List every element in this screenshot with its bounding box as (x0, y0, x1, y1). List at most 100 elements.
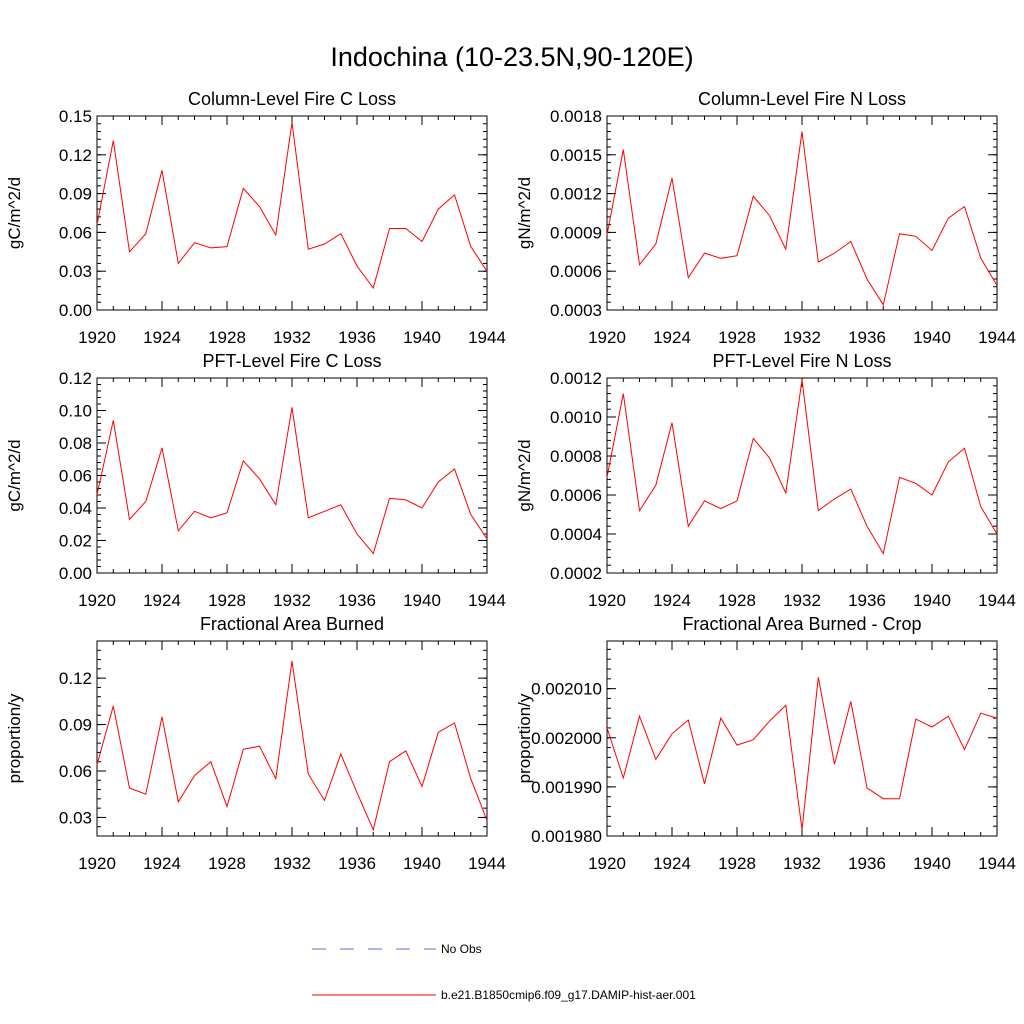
x-tick-label: 1940 (913, 591, 951, 610)
x-tick-label: 1940 (403, 854, 441, 873)
panel-title: PFT-Level Fire N Loss (712, 351, 891, 371)
y-tick-label: 0.00 (59, 564, 92, 583)
x-tick-label: 1940 (403, 591, 441, 610)
y-tick-label: 0.03 (59, 808, 92, 827)
figure-title: Indochina (10-23.5N,90-120E) (330, 42, 693, 72)
series-line (606, 379, 998, 555)
panel-title: Column-Level Fire N Loss (698, 89, 906, 109)
y-tick-label: 0.12 (59, 669, 92, 688)
y-axis-label: gC/m^2/d (5, 439, 24, 511)
x-tick-label: 1944 (468, 854, 506, 873)
y-tick-label: 0.09 (59, 716, 92, 735)
y-tick-label: 0.00 (59, 301, 92, 320)
panel-3: 1920 1924 1928 1932 1936 1940 1944 0.00 0.02 0.04… (5, 351, 506, 610)
x-tick-label: 1920 (588, 591, 626, 610)
x-tick-label: 1924 (653, 591, 691, 610)
x-tick-label: 1920 (78, 328, 116, 347)
y-axis-label: gN/m^2/d (515, 177, 534, 249)
y-axis-label: gC/m^2/d (5, 177, 24, 249)
x-tick-label: 1924 (653, 854, 691, 873)
y-tick-label: 0.04 (59, 499, 92, 518)
y-axis-label: proportion/y (5, 693, 24, 783)
x-tick-label: 1928 (208, 854, 246, 873)
x-tick-label: 1936 (338, 591, 376, 610)
y-tick-label: 0.08 (59, 434, 92, 453)
y-tick-label: 0.0015 (550, 146, 602, 165)
x-tick-label: 1928 (718, 591, 756, 610)
x-tick-label: 1924 (143, 591, 181, 610)
y-tick-label: 0.0010 (550, 408, 602, 427)
x-tick-label: 1940 (913, 328, 951, 347)
x-tick-label: 1932 (783, 591, 821, 610)
legend-label-model: b.e21.B1850cmip6.f09_g17.DAMIP-hist-aer.… (441, 988, 696, 1002)
x-tick-label: 1944 (978, 328, 1016, 347)
x-tick-label: 1928 (208, 591, 246, 610)
x-tick-label: 1944 (468, 328, 506, 347)
panel-4: 1920 1924 1928 1932 1936 1940 1944 0.0002 0.0004… (515, 351, 1016, 610)
y-tick-label: 0.02 (59, 532, 92, 551)
x-tick-label: 1928 (208, 328, 246, 347)
x-tick-label: 1940 (403, 328, 441, 347)
y-tick-label: 0.0004 (550, 525, 602, 544)
y-tick-label: 0.0003 (550, 301, 602, 320)
y-tick-label: 0.06 (59, 467, 92, 486)
y-tick-label: 0.001980 (531, 827, 602, 846)
y-tick-label: 0.12 (59, 146, 92, 165)
panel-title: Fractional Area Burned - Crop (682, 614, 921, 634)
plot-frame (96, 640, 488, 837)
series-line (96, 661, 488, 832)
panel-title: PFT-Level Fire C Loss (202, 351, 381, 371)
x-tick-label: 1936 (848, 854, 886, 873)
x-tick-label: 1936 (338, 854, 376, 873)
y-tick-label: 0.15 (59, 107, 92, 126)
y-tick-label: 0.0008 (550, 447, 602, 466)
y-tick-label: 0.002000 (531, 729, 602, 748)
y-tick-label: 0.06 (59, 223, 92, 242)
panel-5: 1920 1924 1928 1932 1936 1940 1944 0.03 0.06 0.09… (5, 614, 506, 873)
panel-6: 1920 1924 1928 1932 1936 1940 1944 0.001980 0.00… (515, 614, 1016, 873)
x-tick-label: 1940 (913, 854, 951, 873)
y-tick-label: 0.002010 (531, 680, 602, 699)
plot-frame (606, 115, 998, 311)
panels: 1920 1924 1928 1932 1936 1940 1944 0.00 0.03 0.06… (5, 89, 1016, 873)
plot-frame (606, 377, 998, 574)
y-tick-label: 0.0012 (550, 185, 602, 204)
y-tick-label: 0.0002 (550, 564, 602, 583)
y-tick-label: 0.0006 (550, 486, 602, 505)
panel-2: 1920 1924 1928 1932 1936 1940 1944 0.0003 0.0006… (515, 89, 1016, 347)
x-tick-label: 1944 (978, 591, 1016, 610)
x-tick-label: 1936 (848, 328, 886, 347)
x-tick-label: 1944 (978, 854, 1016, 873)
legend-label-no-obs: No Obs (441, 942, 482, 956)
x-tick-label: 1920 (588, 328, 626, 347)
series-line (606, 131, 998, 307)
x-tick-label: 1932 (783, 854, 821, 873)
y-tick-label: 0.12 (59, 369, 92, 388)
x-tick-label: 1932 (783, 328, 821, 347)
series-line (96, 407, 488, 555)
x-tick-label: 1936 (338, 328, 376, 347)
y-tick-label: 0.001990 (531, 778, 602, 797)
x-tick-label: 1932 (273, 591, 311, 610)
x-tick-label: 1936 (848, 591, 886, 610)
x-tick-label: 1924 (653, 328, 691, 347)
y-tick-label: 0.0018 (550, 107, 602, 126)
series-line (606, 677, 998, 830)
x-tick-label: 1944 (468, 591, 506, 610)
panel-title: Column-Level Fire C Loss (188, 89, 396, 109)
plot-frame (96, 115, 488, 311)
x-tick-label: 1928 (718, 854, 756, 873)
plot-frame (606, 640, 998, 837)
y-axis-label: gN/m^2/d (515, 439, 534, 511)
series-line (96, 122, 488, 290)
y-tick-label: 0.03 (59, 262, 92, 281)
x-tick-label: 1924 (143, 328, 181, 347)
x-tick-label: 1920 (588, 854, 626, 873)
y-tick-label: 0.0009 (550, 223, 602, 242)
y-tick-label: 0.06 (59, 762, 92, 781)
y-tick-label: 0.09 (59, 185, 92, 204)
y-tick-label: 0.10 (59, 402, 92, 421)
x-tick-label: 1932 (273, 328, 311, 347)
y-tick-label: 0.0006 (550, 262, 602, 281)
